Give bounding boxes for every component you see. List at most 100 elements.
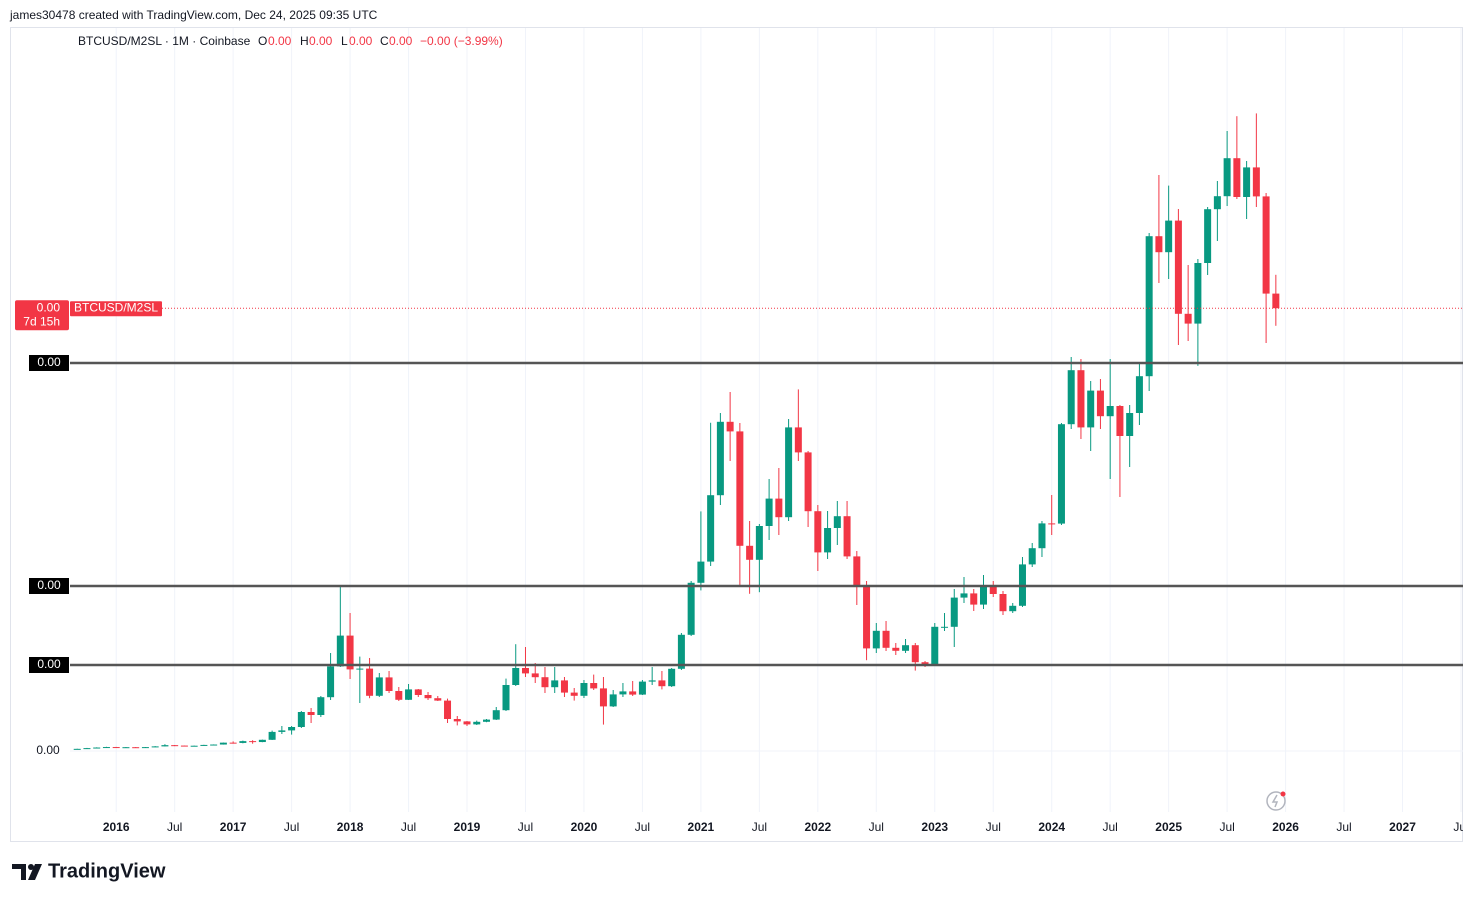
- candle-body: [1135, 376, 1143, 413]
- candle-body: [1165, 220, 1173, 253]
- candle-body: [911, 645, 919, 663]
- candle-body: [1252, 167, 1260, 197]
- candle-body: [1213, 196, 1221, 210]
- candle-body: [356, 668, 364, 670]
- candle-body: [541, 677, 549, 688]
- candle-body: [970, 593, 978, 605]
- x-tick-label: 2019: [454, 820, 481, 834]
- candle-body: [638, 681, 646, 695]
- candle-body: [122, 747, 130, 749]
- legend: BTCUSD/M2SL · 1M · Coinbase O 0.00 H 0.0…: [78, 34, 503, 48]
- x-tick-label: 2018: [337, 820, 364, 834]
- candle-body: [1077, 370, 1085, 428]
- candle-body: [463, 721, 471, 725]
- candle-body: [892, 647, 900, 651]
- candle-body: [268, 731, 276, 740]
- candle-body: [609, 694, 617, 707]
- candle-body: [190, 745, 198, 747]
- x-tick-label: Jul: [635, 820, 650, 834]
- symbol: BTCUSD/M2SL · 1M · Coinbase: [78, 34, 251, 48]
- replay-icon[interactable]: [1266, 791, 1286, 811]
- candle-body: [444, 700, 452, 719]
- candle-body: [239, 741, 247, 743]
- candle-body: [161, 745, 169, 747]
- candle-body: [327, 666, 335, 698]
- candle-body: [1174, 220, 1182, 314]
- candle-body: [989, 587, 997, 594]
- candle-body: [668, 668, 676, 687]
- x-tick-label: 2027: [1389, 820, 1416, 834]
- candle-body: [385, 677, 393, 691]
- candle-body: [366, 668, 374, 696]
- candle-body: [941, 626, 949, 628]
- x-tick-label: Jul: [401, 820, 416, 834]
- candle-body: [1223, 158, 1231, 197]
- candle-body: [804, 452, 812, 512]
- candle-body: [599, 688, 607, 707]
- x-tick-label: Jul: [518, 820, 533, 834]
- logo: TradingView: [12, 860, 166, 882]
- candle-body: [483, 719, 491, 722]
- candle-body: [375, 677, 383, 696]
- candle-body: [1243, 167, 1251, 197]
- legend-key: O: [258, 34, 267, 48]
- candle-body: [1126, 413, 1134, 436]
- candle-body: [258, 739, 266, 743]
- candle-body: [1009, 605, 1017, 612]
- candle-body: [1233, 158, 1241, 197]
- candle-body: [765, 498, 773, 526]
- candle-body: [405, 689, 413, 700]
- candle-body: [1096, 390, 1104, 417]
- overlay: 2016 Jul 2017 Jul 2018 Jul 2019 Jul 2020 Jul 2021 J…: [15, 300, 1468, 834]
- x-tick-label: Jul: [1453, 820, 1468, 834]
- horizontal-line-label-box: [29, 578, 69, 594]
- candle-body: [112, 747, 120, 749]
- candle-body: [824, 528, 832, 553]
- candle-body: [502, 685, 510, 711]
- legend-value: 0.00: [268, 34, 292, 48]
- grid: [70, 28, 1463, 812]
- candle-body: [414, 689, 422, 695]
- candle-body: [1262, 196, 1270, 294]
- candle-body: [960, 593, 968, 598]
- candle-body: [853, 556, 861, 587]
- candle-body: [785, 427, 793, 518]
- candle-body: [336, 635, 344, 667]
- x-tick-label: 2020: [571, 820, 598, 834]
- candle-body: [141, 747, 149, 749]
- candle-body: [278, 730, 286, 732]
- last-price-box: [15, 300, 69, 331]
- candle-body: [697, 561, 705, 583]
- candle-body: [73, 748, 81, 750]
- candle-body: [560, 680, 568, 693]
- horizontal-line-label-box: [29, 355, 69, 371]
- candle-body: [1057, 424, 1065, 524]
- x-tick-label: Jul: [167, 820, 182, 834]
- candle-body: [931, 626, 939, 666]
- candle-body: [93, 747, 101, 749]
- candle-body: [249, 741, 257, 743]
- chart-frame: [10, 27, 1463, 842]
- horizontal-line-label: 0.00: [37, 578, 61, 592]
- candle-body: [648, 680, 656, 682]
- last-price-label: 0.00: [37, 300, 61, 314]
- x-tick-label: Jul: [986, 820, 1001, 834]
- plot: [73, 113, 1280, 750]
- candle-body: [395, 691, 403, 700]
- legend-key: H: [300, 34, 309, 48]
- candle-body: [83, 748, 91, 750]
- candle-body: [132, 747, 140, 749]
- y-tick-label: 0.00: [36, 743, 60, 757]
- candle-body: [1204, 209, 1212, 263]
- x-tick-label: Jul: [1103, 820, 1118, 834]
- candle-body: [882, 630, 890, 648]
- legend-value: 0.00: [389, 34, 413, 48]
- candle-body: [863, 587, 871, 649]
- candle-body: [755, 526, 763, 560]
- countdown: 7d 15h: [23, 314, 60, 328]
- candle-body: [288, 727, 296, 731]
- candle-body: [814, 511, 822, 553]
- horizontal-line-label: 0.00: [37, 355, 61, 369]
- candle-body: [473, 721, 481, 725]
